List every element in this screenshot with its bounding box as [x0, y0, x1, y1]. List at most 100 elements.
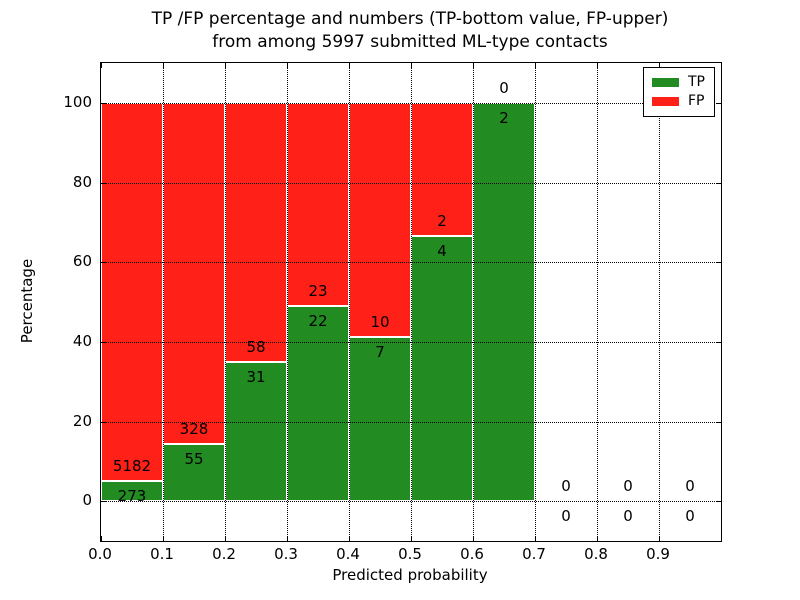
tp-count-label: 31	[246, 368, 266, 387]
tp-count-label: 22	[308, 312, 328, 331]
y-tick-mark	[101, 182, 106, 184]
x-tick-mark	[225, 536, 226, 541]
y-tick-mark	[716, 421, 721, 423]
x-tick-label: 0.1	[150, 545, 174, 563]
bar-segment-fp	[349, 102, 411, 338]
fp-count-label: 0	[685, 477, 695, 496]
gridline-vertical	[287, 63, 288, 541]
chart-title-line1: TP /FP percentage and numbers (TP-bottom…	[151, 9, 669, 29]
tp-count-label: 2	[499, 108, 509, 127]
y-tick-label: 80	[72, 172, 92, 191]
x-tick-mark	[473, 536, 474, 541]
bar-segment-tp	[287, 306, 349, 502]
x-tick-mark	[535, 63, 536, 68]
gridline-vertical	[535, 63, 536, 541]
x-tick-mark	[163, 536, 164, 541]
y-tick-mark	[716, 182, 721, 184]
chart-title-line2: from among 5997 submitted ML-type contac…	[212, 32, 608, 52]
legend-label-tp: TP	[688, 74, 705, 90]
bar-segment-tp	[411, 235, 473, 502]
gridline-vertical	[411, 63, 412, 541]
gridline-vertical	[597, 63, 598, 541]
bar-segment-tp	[225, 362, 287, 502]
y-tick-mark	[101, 341, 106, 343]
y-tick-label: 0	[82, 491, 92, 510]
bar-segment-fp	[287, 102, 349, 307]
x-tick-label: 0.2	[212, 545, 236, 563]
x-tick-mark	[349, 536, 350, 541]
y-tick-mark	[101, 421, 106, 423]
fp-count-label: 328	[179, 419, 209, 438]
x-tick-mark	[101, 536, 102, 541]
bar-segment-tp	[163, 443, 225, 502]
x-tick-label: 0.7	[522, 545, 546, 563]
fp-swatch-icon	[652, 97, 679, 106]
bar-segment-fp	[101, 102, 163, 482]
x-tick-mark	[411, 536, 412, 541]
x-tick-mark	[535, 536, 536, 541]
gridline-vertical	[349, 63, 350, 541]
x-tick-mark	[287, 536, 288, 541]
fp-count-label: 58	[246, 338, 266, 357]
y-tick-mark	[101, 501, 106, 503]
y-tick-label: 20	[72, 411, 92, 430]
bar-segment-tp	[349, 337, 411, 502]
fp-count-label: 10	[370, 313, 390, 332]
bar-segment-fp	[225, 102, 287, 363]
fp-count-label: 0	[499, 78, 509, 97]
x-tick-label: 0.3	[274, 545, 298, 563]
x-tick-label: 0.5	[398, 545, 422, 563]
gridline-vertical	[473, 63, 474, 541]
gridline-vertical	[659, 63, 660, 541]
y-tick-mark	[716, 102, 721, 104]
x-tick-label: 0.8	[584, 545, 608, 563]
gridline-vertical	[163, 63, 164, 541]
bar-segment-tp	[473, 102, 535, 502]
x-tick-mark	[163, 63, 164, 68]
y-tick-mark	[101, 102, 106, 104]
y-tick-label: 60	[72, 252, 92, 271]
bar-segment-fp	[411, 102, 473, 236]
tp-count-label: 7	[375, 343, 385, 362]
x-tick-mark	[349, 63, 350, 68]
tp-count-label: 4	[437, 241, 447, 260]
y-tick-label: 100	[63, 92, 92, 111]
y-tick-label: 40	[72, 331, 92, 350]
x-tick-mark	[659, 536, 660, 541]
legend: TP FP	[643, 67, 715, 117]
tp-count-label: 0	[623, 507, 633, 526]
x-tick-mark	[101, 63, 102, 68]
x-axis-label: Predicted probability	[332, 566, 488, 584]
x-tick-label: 0.0	[88, 545, 112, 563]
legend-label-fp: FP	[688, 93, 705, 109]
x-tick-mark	[473, 63, 474, 68]
y-axis-label: Percentage	[18, 258, 36, 344]
x-tick-label: 0.6	[460, 545, 484, 563]
chart-title: TP /FP percentage and numbers (TP-bottom…	[100, 8, 720, 54]
bar-segment-tp	[101, 481, 163, 502]
x-tick-mark	[597, 536, 598, 541]
y-tick-mark	[101, 262, 106, 264]
tp-count-label: 55	[184, 449, 204, 468]
tp-count-label: 273	[117, 487, 147, 506]
gridline-vertical	[225, 63, 226, 541]
x-tick-mark	[287, 63, 288, 68]
y-tick-mark	[716, 341, 721, 343]
fp-count-label: 2	[437, 211, 447, 230]
legend-entry-tp: TP	[652, 73, 705, 92]
x-tick-label: 0.4	[336, 545, 360, 563]
fp-count-label: 5182	[112, 457, 152, 476]
y-tick-mark	[716, 262, 721, 264]
bar-segment-fp	[163, 102, 225, 444]
fp-count-label: 0	[561, 477, 571, 496]
legend-entry-fp: FP	[652, 92, 705, 111]
y-tick-mark	[716, 501, 721, 503]
tp-swatch-icon	[652, 78, 679, 87]
fp-count-label: 23	[308, 282, 328, 301]
x-tick-mark	[225, 63, 226, 68]
x-tick-mark	[597, 63, 598, 68]
tp-count-label: 0	[561, 507, 571, 526]
fp-count-label: 0	[623, 477, 633, 496]
x-tick-mark	[659, 63, 660, 68]
